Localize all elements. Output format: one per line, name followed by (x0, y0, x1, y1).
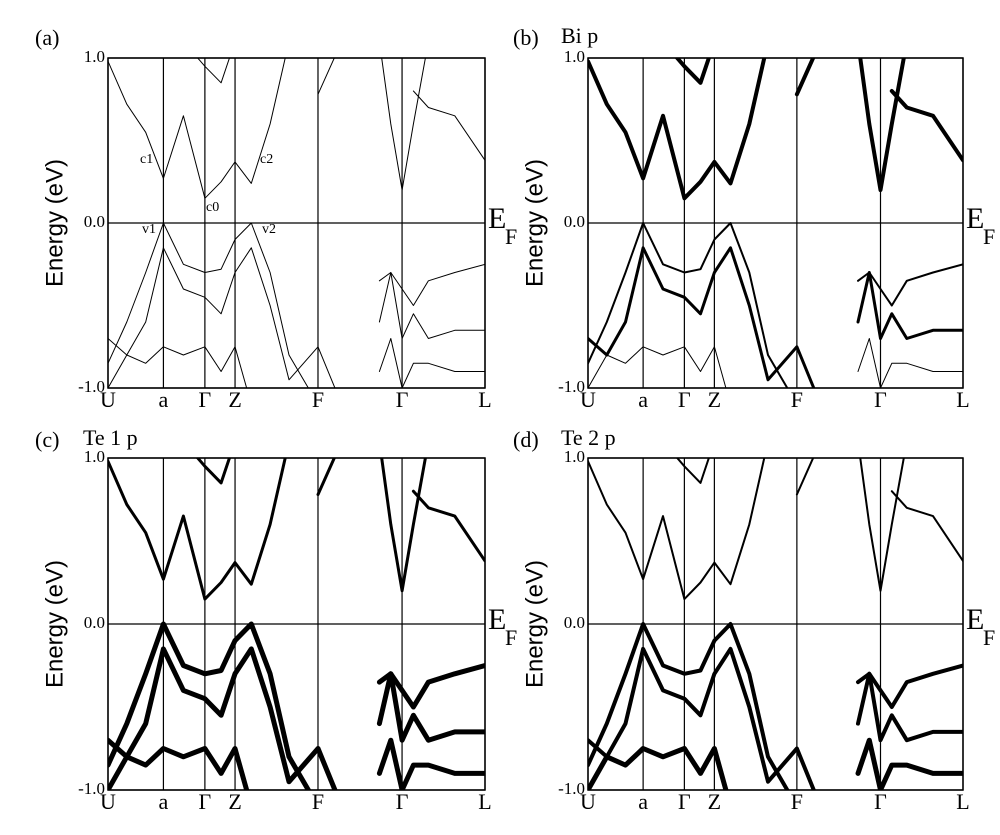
annotation: v2 (262, 222, 276, 237)
y-axis-label: Energy (eV) (41, 560, 68, 688)
x-tick-label: a (159, 387, 169, 412)
band-line (588, 737, 963, 790)
x-tick-label: L (478, 789, 491, 814)
y-tick-label: 1.0 (564, 447, 585, 466)
band-line (108, 737, 485, 790)
x-tick-label: U (580, 789, 596, 814)
plot-frame (107, 457, 486, 791)
x-tick-label: Γ (396, 387, 409, 412)
x-tick-label: Γ (678, 789, 691, 814)
x-tick-label: Γ (874, 387, 887, 412)
annotation: c0 (206, 200, 219, 215)
x-tick-label: Z (708, 387, 721, 412)
x-tick-label: Z (708, 789, 721, 814)
x-tick-label: Γ (199, 789, 212, 814)
x-tick-label: Z (228, 789, 241, 814)
panel-label: (c) (35, 427, 59, 452)
band-line (675, 458, 963, 562)
x-tick-label: a (159, 789, 169, 814)
panel-title: Bi p (561, 23, 598, 48)
x-tick-label: U (580, 387, 596, 412)
annotation: v1 (142, 222, 156, 237)
x-tick-label: U (100, 387, 116, 412)
x-tick-label: U (100, 789, 116, 814)
y-axis-label: Energy (eV) (521, 560, 548, 688)
x-tick-label: a (638, 387, 648, 412)
panel-title: Te 2 p (561, 425, 616, 450)
x-tick-label: Γ (678, 387, 691, 412)
y-tick-label: 0.0 (84, 212, 105, 231)
y-tick-label: -1.0 (78, 377, 105, 396)
panel: (a)Energy (eV)1.00.0-1.0U a Γ Z F Γ LEFc1c0c2v… (35, 25, 517, 412)
fermi-label-sub: F (983, 625, 995, 650)
y-tick-label: 0.0 (564, 613, 585, 632)
x-tick-label: a (638, 789, 648, 814)
annotation: c1 (140, 152, 153, 167)
fermi-label: E (966, 202, 984, 235)
x-tick-label: Γ (199, 387, 212, 412)
band-line (108, 338, 485, 388)
x-tick-label: Z (228, 387, 241, 412)
panel-label: (d) (513, 427, 539, 452)
fermi-label-sub: F (983, 224, 995, 249)
y-axis-label: Energy (eV) (41, 159, 68, 287)
x-tick-label: Γ (396, 789, 409, 814)
x-tick-label: L (478, 387, 491, 412)
band-line (195, 458, 485, 563)
band-line (674, 58, 963, 163)
y-tick-label: 0.0 (564, 212, 585, 231)
band-line (197, 58, 485, 161)
x-tick-label: F (312, 387, 324, 412)
x-tick-label: F (791, 789, 803, 814)
y-axis-label: Energy (eV) (521, 159, 548, 287)
y-tick-label: 1.0 (84, 447, 105, 466)
plot-frame (587, 57, 964, 389)
y-tick-label: 1.0 (84, 47, 105, 66)
plot-frame (107, 57, 486, 389)
band-line (588, 646, 963, 790)
x-tick-label: F (791, 387, 803, 412)
band-line (108, 646, 485, 790)
band-line (588, 338, 963, 388)
x-tick-label: L (956, 387, 969, 412)
band-line (108, 247, 485, 388)
panel-label: (b) (513, 25, 539, 50)
fermi-label: E (488, 202, 506, 235)
fermi-label: E (488, 603, 506, 636)
band-line (588, 246, 963, 388)
plot-frame (587, 457, 964, 791)
x-tick-label: F (312, 789, 324, 814)
fermi-label-sub: F (505, 625, 517, 650)
panel-label: (a) (35, 25, 59, 50)
fermi-label: E (966, 603, 984, 636)
x-tick-label: L (956, 789, 969, 814)
annotation: c2 (260, 152, 273, 167)
y-tick-label: -1.0 (558, 779, 585, 798)
y-tick-label: -1.0 (78, 779, 105, 798)
fermi-label-sub: F (505, 224, 517, 249)
x-tick-label: Γ (874, 789, 887, 814)
y-tick-label: 0.0 (84, 613, 105, 632)
y-tick-label: 1.0 (564, 47, 585, 66)
y-tick-label: -1.0 (558, 377, 585, 396)
panel-title: Te 1 p (83, 425, 138, 450)
